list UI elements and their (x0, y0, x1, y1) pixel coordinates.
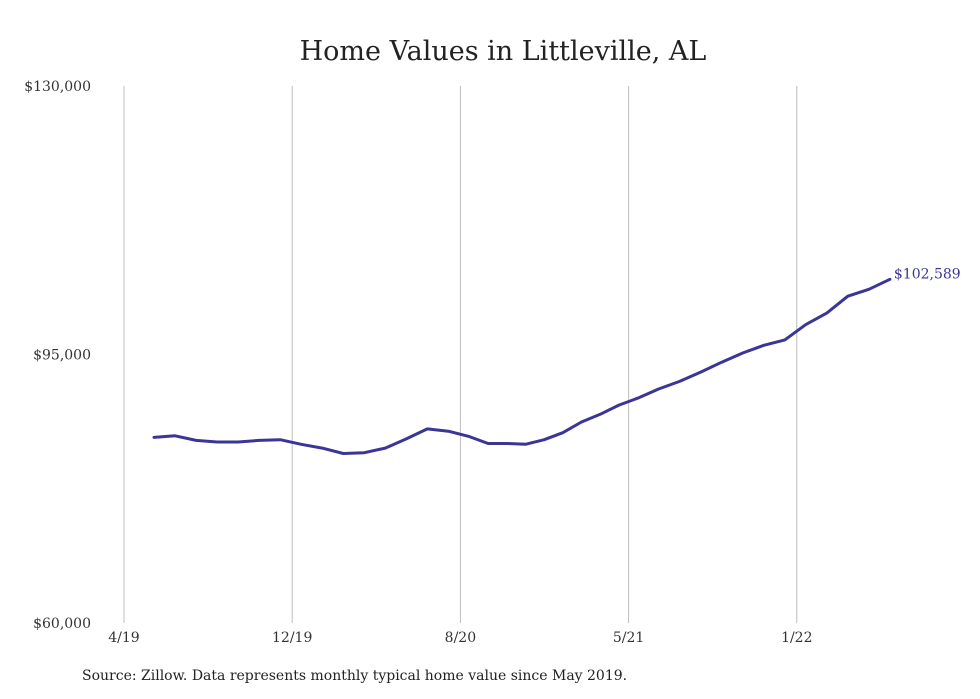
x-axis-tick-labels: 4/19 12/19 8/20 5/21 1/22 (108, 630, 812, 646)
y-tick-label: $130,000 (24, 79, 91, 95)
data-point-2-20 (342, 452, 345, 455)
data-point-4-21 (617, 404, 620, 407)
data-point-12-19 (300, 443, 303, 446)
source-note: Source: Zillow. Data represents monthly … (82, 668, 628, 684)
data-point-5-21 (636, 397, 639, 400)
data-point-3-21 (599, 413, 602, 416)
data-point-11-20 (524, 443, 527, 446)
data-point-9-20 (487, 442, 490, 445)
data-point-3-20 (363, 451, 366, 454)
data-point-4-22 (867, 288, 870, 291)
data-point-9-21 (720, 361, 723, 364)
y-tick-label: $60,000 (33, 616, 91, 632)
data-point-10-21 (741, 352, 744, 355)
data-point-8-21 (699, 371, 702, 374)
x-tick-label: 5/21 (613, 630, 644, 646)
data-point-10-20 (505, 442, 508, 445)
chart-title: Home Values in Littleville, AL (300, 36, 707, 67)
data-point-8-20 (468, 435, 471, 438)
data-point-5-19 (153, 436, 156, 439)
line-chart: Home Values in Littleville, AL $130,000$… (24, 36, 961, 646)
data-point-12-20 (543, 438, 546, 441)
data-point-5-20 (405, 437, 408, 440)
data-point-2-22 (825, 312, 828, 315)
data-point-12-21 (783, 338, 786, 341)
data-point-7-19 (195, 439, 198, 442)
data-point-8-19 (216, 441, 219, 444)
latest-value-label: $102,589 (894, 266, 961, 282)
data-point-9-19 (237, 441, 240, 444)
data-point-4-20 (384, 447, 387, 450)
data-point-3-22 (846, 295, 849, 298)
data-point-11-19 (279, 438, 282, 441)
data-point-2-21 (580, 421, 583, 424)
data-point-1-22 (804, 323, 807, 326)
data-point-10-19 (258, 439, 261, 442)
data-point-6-20 (426, 427, 429, 430)
y-tick-label: $95,000 (33, 348, 91, 364)
data-point-1-20 (321, 447, 324, 450)
home-value-line (152, 277, 892, 455)
data-point-11-21 (762, 344, 765, 347)
data-point-6-21 (657, 388, 660, 391)
y-axis-tick-labels: $130,000 $95,000 $60,000 (24, 79, 91, 632)
data-point-6-19 (174, 434, 177, 437)
x-tick-label: 12/19 (272, 630, 312, 646)
data-point-7-20 (447, 430, 450, 433)
data-point-5-22 (888, 278, 891, 281)
x-tick-label: 4/19 (108, 630, 139, 646)
vertical-gridlines (123, 86, 798, 623)
data-point-7-21 (678, 380, 681, 383)
x-tick-label: 1/22 (781, 630, 812, 646)
x-tick-label: 8/20 (445, 630, 476, 646)
data-points (153, 278, 892, 455)
data-point-1-21 (561, 431, 564, 434)
